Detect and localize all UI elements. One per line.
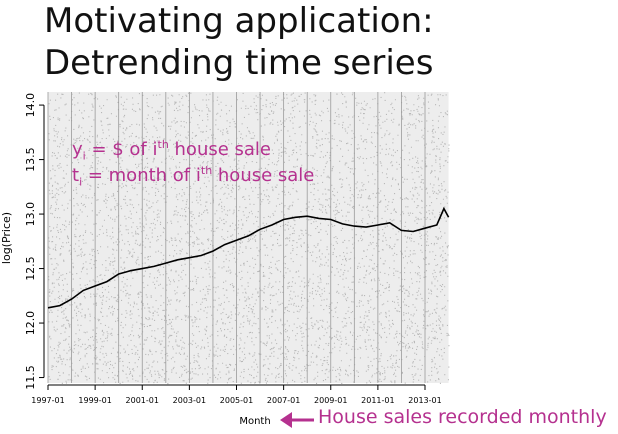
x-tick-label: 2001-01 (126, 396, 159, 405)
annotation-t-definition: ti = month of ith house sale (72, 164, 315, 189)
x-tick-label: 2003-01 (173, 396, 206, 405)
y-tick-label: 14.0 (24, 93, 37, 118)
x-tick-label: 2011-01 (361, 396, 394, 405)
y-tick-label: 13.5 (24, 147, 37, 172)
scatter-density-area (48, 92, 449, 383)
arrow-left-icon (280, 412, 314, 428)
caption-text: House sales recorded monthly (318, 406, 607, 428)
x-tick-label: 2013-01 (408, 396, 441, 405)
x-tick-label: 2007-01 (267, 396, 300, 405)
slide-title-line2: Detrending time series (44, 43, 434, 83)
y-tick-label: 12.5 (24, 256, 37, 281)
scatter-points (48, 92, 450, 385)
axes: 1997-01 1999-01 2001-01 2003-01 2005-01 2007-… (0, 93, 442, 427)
month-separator-lines (47, 92, 426, 383)
y-tick-label: 13.0 (24, 202, 37, 227)
y-axis-label: log(Price) (0, 212, 13, 264)
x-tick-label: 1999-01 (78, 396, 111, 405)
trend-line (47, 206, 450, 309)
annotation-y-definition: yi = $ of ith house sale (72, 138, 272, 163)
x-axis-label: Month (239, 416, 270, 427)
slide-title: Motivating application: Detrending time … (44, 0, 434, 84)
x-tick-label: 2009-01 (314, 396, 347, 405)
x-tick-label: 2005-01 (220, 396, 253, 405)
x-tick-label: 1997-01 (31, 396, 64, 405)
y-tick-label: 11.5 (24, 365, 37, 390)
slide-title-line1: Motivating application: (44, 1, 434, 41)
y-tick-label: 12.0 (24, 311, 37, 336)
